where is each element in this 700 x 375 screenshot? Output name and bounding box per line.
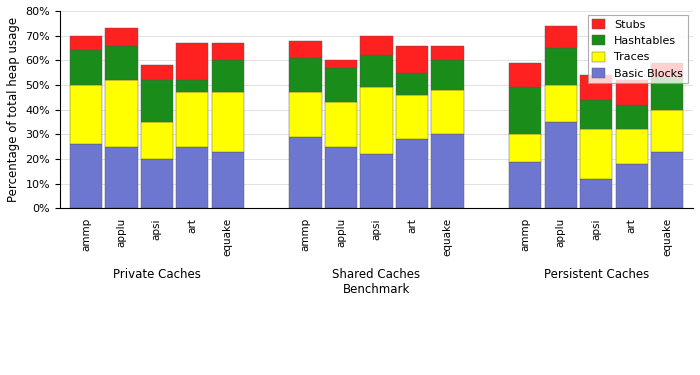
Bar xyxy=(105,45,137,80)
Bar xyxy=(651,63,683,78)
Bar xyxy=(325,147,357,208)
Bar xyxy=(70,36,102,51)
Bar xyxy=(395,95,428,139)
Bar xyxy=(141,65,173,80)
Bar xyxy=(651,78,683,110)
Text: Shared Caches
Benchmark: Shared Caches Benchmark xyxy=(332,268,421,296)
Bar xyxy=(360,56,393,87)
Bar xyxy=(395,139,428,208)
Bar xyxy=(70,51,102,85)
Bar xyxy=(105,28,137,45)
Text: Private Caches: Private Caches xyxy=(113,268,201,280)
Bar xyxy=(615,129,648,164)
Bar xyxy=(431,60,463,90)
Bar xyxy=(176,147,209,208)
Bar xyxy=(360,154,393,209)
Bar xyxy=(325,60,357,68)
Bar xyxy=(545,26,577,48)
Bar xyxy=(651,152,683,208)
Bar xyxy=(211,152,244,208)
Bar xyxy=(325,102,357,147)
Bar xyxy=(580,75,612,100)
Bar xyxy=(141,159,173,209)
Bar xyxy=(615,80,648,105)
Bar xyxy=(141,80,173,122)
Bar xyxy=(211,92,244,152)
Bar xyxy=(431,134,463,209)
Bar xyxy=(289,40,322,58)
Bar xyxy=(545,48,577,85)
Bar xyxy=(176,92,209,147)
Bar xyxy=(70,144,102,208)
Bar xyxy=(176,80,209,92)
Bar xyxy=(395,45,428,73)
Bar xyxy=(211,60,244,92)
Y-axis label: Percentage of total heap usage: Percentage of total heap usage xyxy=(7,17,20,202)
Bar xyxy=(289,92,322,137)
Bar xyxy=(580,179,612,209)
Bar xyxy=(431,90,463,134)
Bar xyxy=(580,100,612,129)
Bar xyxy=(70,85,102,144)
Bar xyxy=(431,45,463,60)
Bar xyxy=(545,85,577,122)
Bar xyxy=(105,80,137,147)
Bar xyxy=(615,105,648,129)
Bar xyxy=(105,147,137,208)
Bar xyxy=(289,58,322,92)
Bar xyxy=(580,129,612,179)
Bar xyxy=(509,63,542,87)
Bar xyxy=(509,87,542,134)
Bar xyxy=(325,68,357,102)
Bar xyxy=(615,164,648,209)
Bar xyxy=(395,73,428,95)
Legend: Stubs, Hashtables, Traces, Basic Blocks: Stubs, Hashtables, Traces, Basic Blocks xyxy=(587,15,687,83)
Bar xyxy=(545,122,577,208)
Bar xyxy=(509,134,542,162)
Bar xyxy=(176,43,209,80)
Bar xyxy=(651,110,683,152)
Bar xyxy=(360,87,393,154)
Bar xyxy=(360,36,393,56)
Bar xyxy=(289,137,322,209)
Text: Persistent Caches: Persistent Caches xyxy=(544,268,649,280)
Bar xyxy=(141,122,173,159)
Bar xyxy=(509,162,542,209)
Bar xyxy=(211,43,244,60)
